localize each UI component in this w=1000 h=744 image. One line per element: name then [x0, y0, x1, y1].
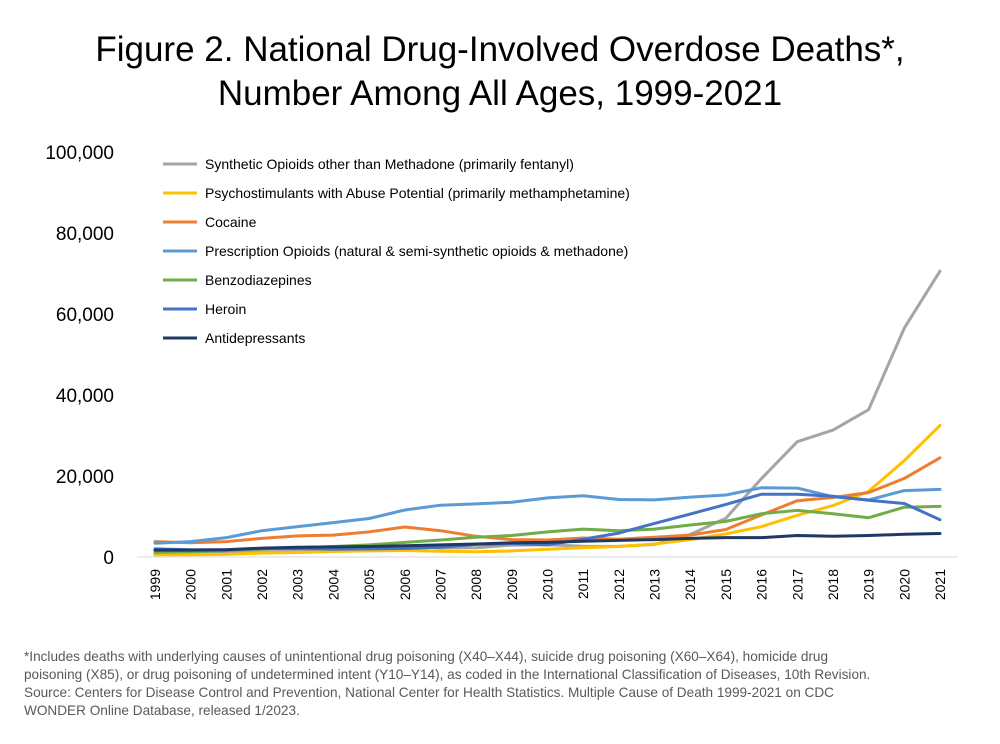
x-tick-label: 1999 — [147, 569, 163, 600]
footnote-line-3: Source: Centers for Disease Control and … — [24, 685, 834, 700]
chart-title-line-2: Number Among All Ages, 1999-2021 — [217, 74, 783, 113]
series-line — [153, 486, 942, 545]
x-tick-label: 2013 — [647, 569, 663, 600]
x-tick-label: 2006 — [397, 569, 413, 600]
x-tick-label: 2021 — [932, 569, 948, 600]
y-tick-label: 100,000 — [45, 143, 114, 164]
x-tick-label: 2001 — [218, 569, 234, 600]
x-tick-label: 2009 — [504, 569, 520, 600]
footnote-line-1: *Includes deaths with underlying causes … — [24, 649, 829, 664]
series-line — [153, 456, 942, 545]
x-tick-label: 2012 — [611, 569, 627, 600]
x-tick-label: 2004 — [325, 569, 341, 600]
chart-title: Figure 2. National Drug-Involved Overdos… — [0, 28, 1000, 116]
legend-label: Psychostimulants with Abuse Potential (p… — [205, 185, 630, 201]
x-tick-label: 2017 — [789, 569, 805, 600]
x-tick-label: 2003 — [290, 569, 306, 600]
x-tick-label: 2011 — [575, 569, 591, 599]
legend-label: Prescription Opioids (natural & semi-syn… — [205, 243, 628, 259]
y-tick-label: 80,000 — [56, 224, 114, 245]
legend-label: Synthetic Opioids other than Methadone (… — [205, 156, 574, 172]
legend-label: Benzodiazepines — [205, 272, 312, 288]
footnote-line-4: WONDER Online Database, released 1/2023. — [24, 703, 300, 718]
x-tick-label: 2002 — [254, 569, 270, 600]
y-tick-label: 60,000 — [56, 305, 114, 326]
y-tick-label: 40,000 — [56, 386, 114, 407]
x-tick-label: 2018 — [825, 569, 841, 600]
footnote-line-2: poisoning (X85), or drug poisoning of un… — [24, 667, 871, 682]
series-line — [153, 532, 942, 552]
chart-title-line-1: Figure 2. National Drug-Involved Overdos… — [95, 30, 905, 69]
x-tick-label: 2016 — [754, 569, 770, 600]
y-tick-label: 20,000 — [56, 467, 114, 488]
y-tick-label: 0 — [103, 548, 114, 569]
x-tick-label: 2015 — [718, 569, 734, 600]
legend-label: Antidepressants — [205, 330, 305, 346]
legend-label: Heroin — [205, 301, 246, 317]
x-tick-label: 2019 — [861, 569, 877, 600]
x-tick-label: 2008 — [468, 569, 484, 600]
legend-label: Cocaine — [205, 214, 257, 230]
x-tick-label: 2005 — [361, 569, 377, 600]
x-tick-label: 2020 — [896, 569, 912, 600]
x-tick-label: 2007 — [432, 569, 448, 600]
footnote: *Includes deaths with underlying causes … — [24, 648, 984, 720]
x-tick-label: 2000 — [183, 569, 199, 600]
x-tick-label: 2010 — [540, 569, 556, 600]
x-tick-label: 2014 — [682, 569, 698, 600]
